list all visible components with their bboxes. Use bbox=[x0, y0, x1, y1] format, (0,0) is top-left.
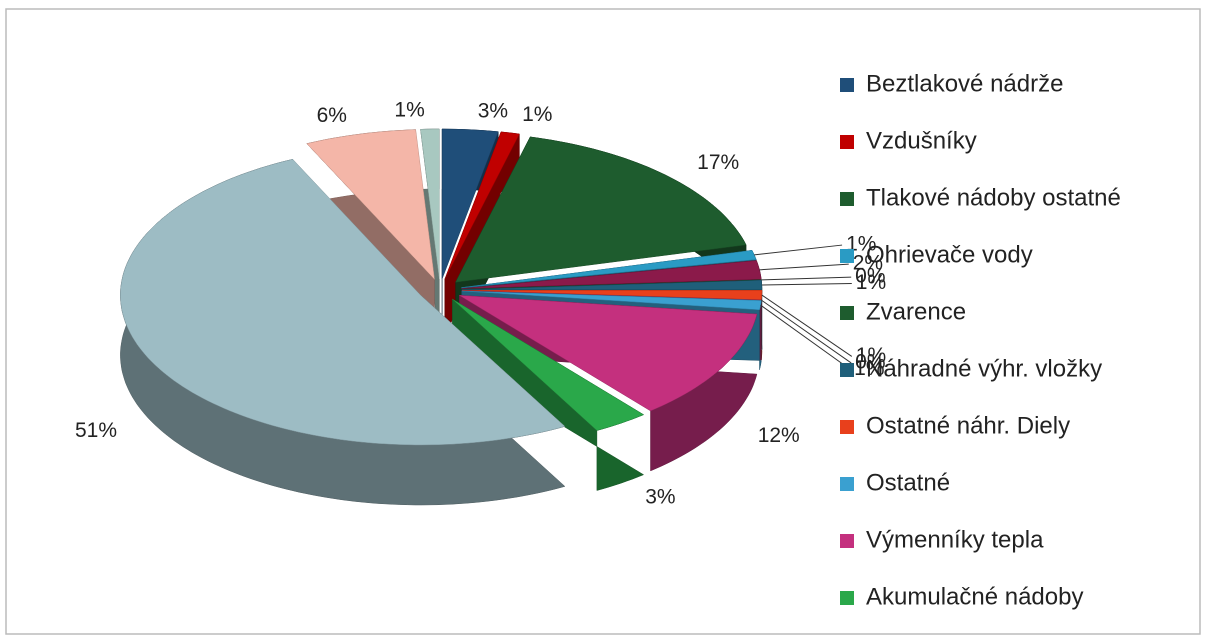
slice bbox=[461, 250, 757, 288]
legend-label: Vzdušníky bbox=[866, 127, 977, 154]
leader-line bbox=[761, 299, 852, 364]
legend-swatch bbox=[840, 78, 854, 92]
slice bbox=[441, 128, 499, 280]
slice bbox=[459, 295, 758, 412]
data-label: 51% bbox=[75, 419, 117, 442]
legend-swatch bbox=[840, 477, 854, 491]
legend-label: Ohrievače vody bbox=[866, 241, 1033, 268]
legend-swatch bbox=[840, 306, 854, 320]
pie-tops bbox=[120, 128, 763, 446]
leader-line bbox=[759, 263, 849, 271]
slice bbox=[444, 131, 520, 280]
data-label: 1% bbox=[856, 271, 886, 294]
legend-label: Ostatné bbox=[866, 469, 950, 496]
data-label: 0% bbox=[855, 265, 885, 288]
slice bbox=[452, 298, 645, 431]
legend-label: Beztlakové nádrže bbox=[866, 70, 1063, 97]
frame bbox=[5, 8, 1201, 635]
data-label: 12% bbox=[758, 424, 800, 447]
data-label: 1% bbox=[856, 344, 886, 367]
legend-swatch bbox=[840, 420, 854, 434]
data-label: 17% bbox=[697, 151, 739, 174]
leader-line bbox=[754, 244, 843, 256]
legend-swatch bbox=[840, 591, 854, 605]
slice bbox=[461, 290, 763, 301]
legend-swatch bbox=[840, 363, 854, 377]
leader-line bbox=[761, 283, 852, 286]
legend-label: Ostatné náhr. Diely bbox=[866, 412, 1070, 439]
legend-label: Akumulačné nádoby bbox=[866, 583, 1083, 610]
legend-label: Náhradné výhr. vložky bbox=[866, 355, 1102, 382]
legend: Beztlakové nádrže Vzdušníky Tlakové nádoby… bbox=[840, 70, 1121, 610]
data-labels: 3% 1%17%1%2%0%1%1%0%1%12%3%51%6% 1% bbox=[75, 99, 886, 509]
slice bbox=[120, 159, 566, 446]
data-label: 1% bbox=[854, 357, 884, 380]
data-label: 3% bbox=[478, 99, 508, 122]
leader-line bbox=[761, 294, 853, 357]
legend-label: Tlakové nádoby ostatné bbox=[866, 184, 1121, 211]
legend-swatch bbox=[840, 135, 854, 149]
slice bbox=[455, 136, 747, 283]
data-label: 6% bbox=[317, 104, 347, 127]
legend-swatch bbox=[840, 192, 854, 206]
legend-label: Výmenníky tepla bbox=[866, 526, 1044, 553]
data-label: 0% bbox=[855, 350, 885, 373]
data-label: 2% bbox=[853, 252, 883, 275]
leader-line bbox=[761, 276, 852, 281]
slice bbox=[306, 129, 435, 281]
data-label: 3% bbox=[645, 486, 675, 509]
slice bbox=[420, 128, 440, 280]
legend-swatch bbox=[840, 534, 854, 548]
data-label: 1% bbox=[522, 103, 552, 126]
slice bbox=[461, 279, 763, 290]
legend-label: Zvarence bbox=[866, 298, 966, 325]
data-label: 1% bbox=[394, 99, 424, 122]
legend-swatch bbox=[840, 249, 854, 263]
leader-line bbox=[760, 304, 851, 370]
